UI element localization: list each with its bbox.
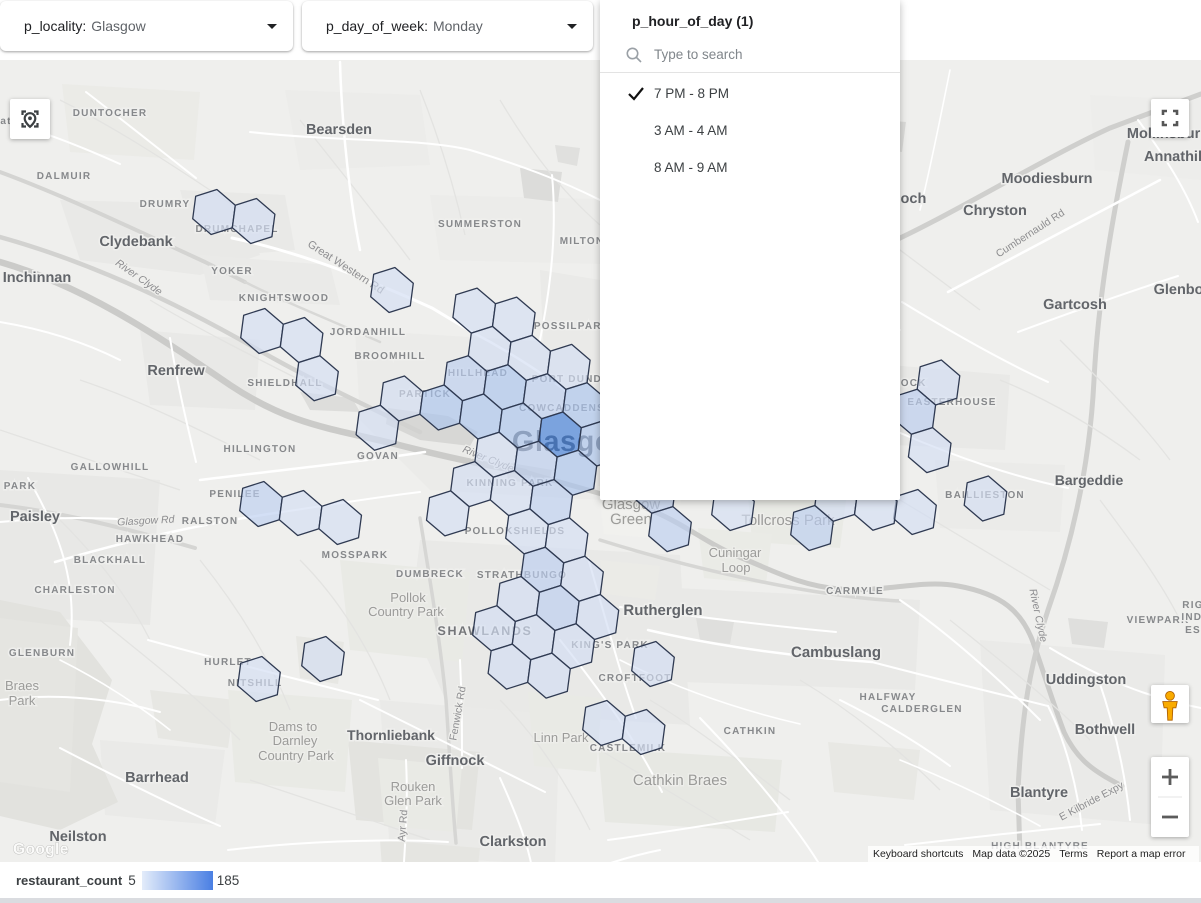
svg-text:Google: Google <box>13 841 69 858</box>
svg-text:Chryston: Chryston <box>963 203 1027 219</box>
svg-text:Renfrew: Renfrew <box>147 363 205 379</box>
svg-text:MILTON: MILTON <box>560 236 605 247</box>
svg-text:Country Park: Country Park <box>368 604 444 619</box>
svg-text:POSSILPARK: POSSILPARK <box>534 321 610 332</box>
svg-text:Annathill: Annathill <box>1144 149 1201 165</box>
svg-text:Darnley: Darnley <box>273 733 318 748</box>
svg-text:Loop: Loop <box>722 560 751 575</box>
svg-text:Bargeddie: Bargeddie <box>1055 472 1124 488</box>
svg-text:GOVAN: GOVAN <box>357 451 399 462</box>
svg-text:Blantyre: Blantyre <box>1010 785 1068 801</box>
svg-text:DUNTOCHER: DUNTOCHER <box>73 108 148 119</box>
svg-text:Uddingston: Uddingston <box>1046 672 1127 688</box>
svg-text:MOSSPARK: MOSSPARK <box>322 550 389 561</box>
svg-text:Rutherglen: Rutherglen <box>623 602 702 619</box>
svg-text:Cathkin Braes: Cathkin Braes <box>633 772 727 789</box>
svg-text:Linn Park: Linn Park <box>534 730 589 745</box>
svg-text:CALDERGLEN: CALDERGLEN <box>881 704 962 715</box>
svg-text:Park: Park <box>9 693 36 708</box>
svg-text:Cuningar: Cuningar <box>709 545 762 560</box>
svg-text:Cambuslang: Cambuslang <box>791 644 881 661</box>
svg-text:Glasgow Rd: Glasgow Rd <box>117 513 176 528</box>
svg-text:HAWKHEAD: HAWKHEAD <box>116 534 185 545</box>
svg-text:CATHKIN: CATHKIN <box>724 726 777 737</box>
svg-text:Ayr Rd: Ayr Rd <box>396 809 411 842</box>
svg-text:Dams to: Dams to <box>269 719 317 734</box>
svg-text:HALFWAY: HALFWAY <box>860 692 917 703</box>
svg-text:RALSTON: RALSTON <box>182 516 239 527</box>
svg-text:ES: ES <box>1185 625 1201 636</box>
svg-text:GLENBURN: GLENBURN <box>9 648 75 659</box>
svg-text:SUMMERSTON: SUMMERSTON <box>438 219 522 230</box>
svg-text:Moodiesburn: Moodiesburn <box>1001 171 1092 187</box>
svg-text:Glenboig: Glenboig <box>1154 282 1201 298</box>
svg-text:VIEWPARK: VIEWPARK <box>1127 615 1190 626</box>
svg-text:E PARK: E PARK <box>0 481 36 492</box>
svg-text:Paisley: Paisley <box>10 509 60 525</box>
svg-text:Gartcosh: Gartcosh <box>1043 297 1107 313</box>
svg-text:CARMYLE: CARMYLE <box>826 586 884 597</box>
svg-text:Bothwell: Bothwell <box>1075 722 1135 738</box>
svg-text:BROOMHILL: BROOMHILL <box>354 351 425 362</box>
svg-text:Inchinnan: Inchinnan <box>3 270 71 286</box>
svg-text:Green: Green <box>610 511 652 528</box>
svg-text:Country Park: Country Park <box>258 748 334 763</box>
svg-text:Glen Park: Glen Park <box>384 793 442 808</box>
svg-text:DRUMRY: DRUMRY <box>140 199 191 210</box>
svg-text:Braes: Braes <box>5 678 39 693</box>
svg-text:RIG: RIG <box>1182 600 1201 611</box>
svg-text:GALLOWHILL: GALLOWHILL <box>71 462 150 473</box>
svg-text:DALMUIR: DALMUIR <box>37 171 92 182</box>
svg-text:Clydebank: Clydebank <box>99 234 173 250</box>
svg-text:Thornliebank: Thornliebank <box>347 727 435 743</box>
svg-text:Giffnock: Giffnock <box>426 753 486 769</box>
svg-text:BLACKHALL: BLACKHALL <box>74 555 146 566</box>
svg-text:Bearsden: Bearsden <box>306 122 372 138</box>
svg-text:YOKER: YOKER <box>211 266 253 277</box>
svg-text:CHARLESTON: CHARLESTON <box>34 585 115 596</box>
svg-text:HILLINGTON: HILLINGTON <box>224 444 297 455</box>
svg-text:INDU: INDU <box>1181 612 1201 623</box>
svg-text:Neilston: Neilston <box>49 829 106 845</box>
svg-text:DUMBRECK: DUMBRECK <box>396 569 464 580</box>
svg-text:Pollok: Pollok <box>390 590 426 605</box>
svg-text:Rouken: Rouken <box>391 779 436 794</box>
svg-text:Barrhead: Barrhead <box>125 770 189 786</box>
svg-text:KNIGHTSWOOD: KNIGHTSWOOD <box>239 293 329 304</box>
svg-text:JORDANHILL: JORDANHILL <box>330 327 406 338</box>
svg-text:Clarkston: Clarkston <box>480 834 547 850</box>
